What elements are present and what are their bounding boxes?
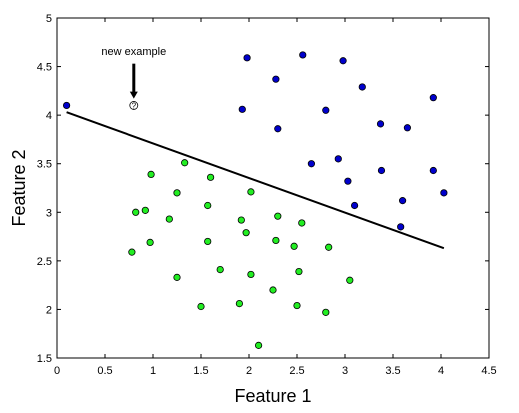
series-1-point <box>334 155 342 163</box>
y-tick-label: 2 <box>46 304 52 316</box>
series-1-point <box>397 223 405 231</box>
y-axis-ticks: 1.5 2 2.5 3 3.5 4 4.5 5 <box>37 13 489 365</box>
y-tick-label: 1.5 <box>37 353 52 365</box>
series-2-point <box>197 302 205 311</box>
series-1-point <box>344 177 352 185</box>
series-1-point <box>243 54 251 62</box>
series-2-point <box>132 208 140 216</box>
boundary-line <box>66 111 445 250</box>
new-example-point <box>129 101 139 110</box>
x-tick-label: 4.5 <box>481 365 496 377</box>
series-1-point <box>377 166 386 175</box>
series-1-point <box>358 83 366 91</box>
series-1-point <box>429 166 437 175</box>
y-tick-label: 4 <box>46 110 52 122</box>
series-2-point <box>237 216 245 224</box>
series-2-point <box>128 248 136 256</box>
series-1-point <box>272 75 280 83</box>
series-1-point <box>299 51 307 59</box>
series-2-point <box>322 308 330 316</box>
series-2-point <box>290 242 298 250</box>
series-2-point <box>216 265 224 274</box>
series-1-point <box>403 124 411 132</box>
series-2-point <box>173 273 181 281</box>
x-tick-label: 4 <box>438 365 444 377</box>
series-2-point <box>204 237 212 246</box>
annotation-text: new example <box>101 46 166 58</box>
x-tick-label: 2.5 <box>289 365 304 377</box>
series-1-point <box>274 125 282 133</box>
series-2-point <box>242 229 250 237</box>
y-tick-label: 4.5 <box>37 62 52 74</box>
series-2-point <box>247 188 255 196</box>
x-axis-label: Feature 1 <box>234 386 311 406</box>
series-2-point <box>147 170 155 178</box>
plot-area <box>56 17 490 359</box>
series-1-point <box>307 160 315 168</box>
y-tick-label: 3.5 <box>37 159 52 171</box>
series-1-point <box>62 101 71 110</box>
new-example-marker-label: ? <box>132 101 137 110</box>
series-2-point <box>325 243 333 251</box>
series-2-point <box>346 276 354 284</box>
y-tick-label: 2.5 <box>37 256 52 268</box>
series-2-point <box>204 201 212 210</box>
series-1-point <box>350 201 359 210</box>
series-2-point <box>235 299 243 308</box>
series-2-point <box>207 173 215 181</box>
series-1-point <box>339 57 347 65</box>
series-1-point <box>429 94 437 102</box>
x-tick-label: 0 <box>54 365 60 377</box>
x-tick-label: 1 <box>150 365 156 377</box>
annotation-arrow-head <box>129 91 138 99</box>
series-2-point <box>247 270 255 279</box>
x-tick-label: 2 <box>246 365 252 377</box>
series-2-point <box>141 206 149 214</box>
series-2-point <box>165 215 173 223</box>
series-2-point <box>146 238 154 246</box>
y-tick-label: 3 <box>46 207 52 219</box>
series-1-point <box>238 105 246 113</box>
decision-boundary <box>66 111 445 250</box>
series-2-point <box>173 189 181 197</box>
x-axis-ticks: 0 0.5 1 1.5 2 2.5 3 3.5 4 4.5 <box>54 18 497 377</box>
series-1-point <box>440 189 448 197</box>
x-tick-label: 3.5 <box>385 365 400 377</box>
series-2-point <box>298 219 306 227</box>
series-1-point <box>322 106 330 114</box>
series-2-point <box>272 236 280 245</box>
series-2-point <box>295 267 303 276</box>
series-2-point <box>255 341 263 349</box>
new-example-annotation: ? new example <box>101 46 166 111</box>
series-1-point <box>376 120 385 128</box>
y-axis-label: Feature 2 <box>9 149 29 226</box>
y-tick-label: 5 <box>46 13 52 25</box>
series-2-point <box>293 301 301 310</box>
x-tick-label: 0.5 <box>97 365 112 377</box>
x-tick-label: 1.5 <box>193 365 208 377</box>
series-2-point <box>269 286 277 294</box>
series-2-point <box>274 212 282 220</box>
x-tick-label: 3 <box>342 365 348 377</box>
series-2-point <box>181 159 189 167</box>
series-1-point <box>398 197 407 205</box>
data-points <box>62 51 448 349</box>
